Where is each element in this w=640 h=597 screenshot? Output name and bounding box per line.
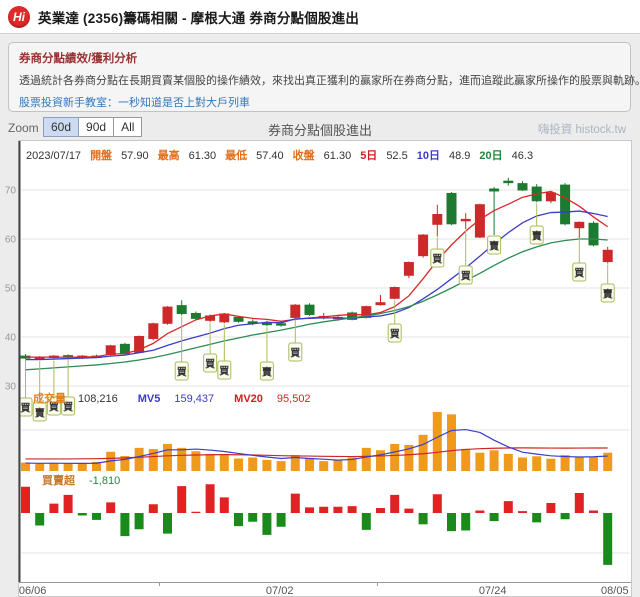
- x-tick-label: 08/05: [601, 585, 629, 597]
- ma20-label: 20日: [479, 150, 503, 162]
- chart-gridlines: [21, 189, 630, 554]
- trade-marker-label: 賣: [603, 288, 614, 301]
- beginner-classroom-link[interactable]: 股票投資新手教室：一秒知道是否上對大戶列車: [19, 97, 250, 109]
- chart-toolbar: Zoom 60d 90d All 券商分點個股進出 嗨投資 histock.tw: [8, 117, 632, 139]
- axis-labels: 70 60 50 40 30 06/06 07/02 07/24 08/05: [5, 186, 629, 597]
- ma10-value: 48.9: [448, 150, 471, 162]
- quote-info-row: 2023/07/17 開盤 57.90 最高 61.30 最低 57.40 收盤…: [26, 147, 533, 163]
- range-button-90d[interactable]: 90d: [78, 117, 115, 137]
- low-value: 57.40: [256, 150, 284, 162]
- x-tick-label: 07/24: [479, 585, 507, 597]
- open-label: 開盤: [90, 150, 113, 162]
- high-label: 最高: [157, 150, 180, 162]
- zoom-label: Zoom: [8, 121, 39, 135]
- quote-date: 2023/07/17: [26, 150, 82, 162]
- mv5-label: MV5: [137, 393, 161, 405]
- trade-marker-label: 買: [574, 268, 584, 280]
- trade-marker-label: 買: [219, 366, 229, 378]
- mv20-value: 95,502: [276, 393, 311, 405]
- trade-marker-label: 買: [461, 271, 471, 283]
- header: Hi 英業達 (2356)籌碼相關 - 摩根大通 券商分點個股進出: [0, 0, 640, 34]
- trade-marker-label: 買: [432, 254, 442, 266]
- page-title: 英業達 (2356)籌碼相關 - 摩根大通 券商分點個股進出: [38, 10, 360, 26]
- ma20-value: 46.3: [511, 150, 534, 162]
- trade-marker-label: 賣: [35, 407, 46, 420]
- ma5-value: 52.5: [386, 150, 408, 162]
- info-box-title: 券商分點績效/獲利分析: [19, 53, 138, 65]
- y-tick-label: 50: [5, 284, 17, 295]
- trade-marker-label: 買: [390, 329, 400, 341]
- ma10-label: 10日: [416, 150, 440, 162]
- watermark: 嗨投資 histock.tw: [537, 124, 626, 136]
- high-value: 61.30: [188, 150, 217, 162]
- range-button-60d[interactable]: 60d: [43, 117, 80, 137]
- close-value: 61.30: [323, 150, 352, 162]
- broker-trade-markers: 買賣買 買買買買 賣買買買買賣賣買賣: [18, 203, 615, 422]
- range-button-group: 60d 90d All: [43, 117, 143, 137]
- trade-marker-label: 買: [177, 367, 187, 379]
- low-label: 最低: [225, 150, 248, 162]
- chart-frame: [18, 140, 632, 597]
- info-box-description: 透過統計各券商分點在長期買賣某個股的操作績效，來找出真正獲利的贏家所在券商分點，…: [19, 75, 640, 87]
- netbuy-label: 買賣超: [42, 475, 75, 487]
- range-button-all[interactable]: All: [113, 117, 143, 137]
- trade-marker-label: 買: [21, 403, 31, 415]
- mv20-label: MV20: [234, 393, 263, 405]
- ma5-label: 5日: [360, 150, 378, 162]
- trade-marker-label: 賣: [532, 230, 543, 243]
- mv5-value: 159,437: [174, 393, 215, 405]
- close-label: 收盤: [292, 150, 315, 162]
- trade-marker-label: 賣: [489, 240, 500, 253]
- y-tick-label: 30: [5, 382, 17, 393]
- volume-value: 108,216: [78, 393, 118, 405]
- trade-marker-label: 買: [290, 348, 300, 360]
- x-tick-label: 06/06: [19, 585, 47, 597]
- trade-marker-label: 賣: [262, 366, 273, 379]
- volume-legend-row: 成交量 108,216 MV5 159,437 MV20 95,502: [33, 390, 311, 406]
- info-box: 券商分點績效/獲利分析 透過統計各券商分點在長期買賣某個股的操作績效，來找出真正…: [8, 42, 640, 112]
- open-value: 57.90: [121, 150, 149, 162]
- histock-logo-icon[interactable]: Hi: [8, 5, 30, 28]
- netbuy-value: -1,810: [89, 475, 121, 487]
- y-tick-label: 60: [5, 235, 17, 246]
- volume-label: 成交量: [33, 393, 66, 405]
- y-tick-label: 40: [5, 333, 17, 344]
- y-tick-label: 70: [5, 186, 17, 197]
- stock-chart-canvas[interactable]: 買賣買 買買買買 賣買買買買賣賣買賣 706050403006/06 07/02 07/…: [0, 140, 640, 597]
- chart-series: [20, 177, 613, 565]
- chart-title: 券商分點個股進出: [267, 123, 372, 138]
- trade-marker-label: 買: [205, 359, 215, 371]
- netbuy-legend-row: 買賣超 -1,810: [42, 472, 120, 488]
- x-tick-label: 07/02: [266, 585, 294, 597]
- trade-marker-label: 買: [63, 402, 73, 414]
- trade-marker-label: 買: [49, 402, 59, 414]
